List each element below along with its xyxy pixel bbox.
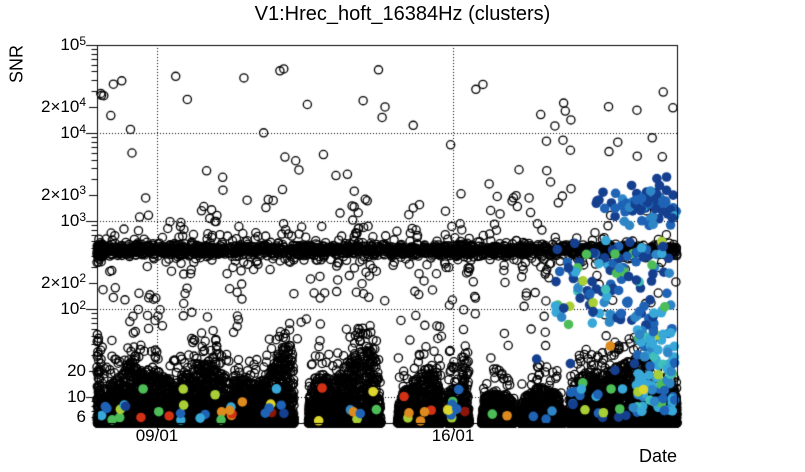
plot-title: V1:Hrec_hoft_16384Hz (clusters) [254, 3, 551, 25]
x-tick-label: 09/01 [135, 426, 179, 445]
y-tick-label: 6 [76, 406, 86, 426]
y-tick-exponent: 2 [79, 297, 86, 312]
y-tick-exponent: 5 [79, 33, 86, 48]
x-axis-label: Date [638, 446, 677, 466]
y-tick-label: 2×102 [41, 271, 86, 292]
y-tick-exponent: 2 [79, 271, 86, 286]
y-tick-label: 104 [60, 121, 86, 142]
y-tick-label: 102 [60, 297, 86, 319]
y-tick-exponent: 3 [79, 183, 86, 198]
x-tick-label: 16/01 [431, 426, 475, 445]
y-tick-label: 103 [60, 209, 86, 231]
y-tick-label: 105 [60, 33, 86, 54]
y-tick-label: 20 [67, 360, 86, 380]
y-tick-label: 10 [67, 387, 86, 407]
y-tick-label: 2×104 [41, 95, 86, 116]
y-tick-exponent: 3 [79, 209, 86, 224]
y-tick-label: 2×103 [41, 183, 86, 204]
y-tick-exponent: 4 [79, 121, 86, 136]
y-tick-exponent: 4 [79, 95, 86, 110]
